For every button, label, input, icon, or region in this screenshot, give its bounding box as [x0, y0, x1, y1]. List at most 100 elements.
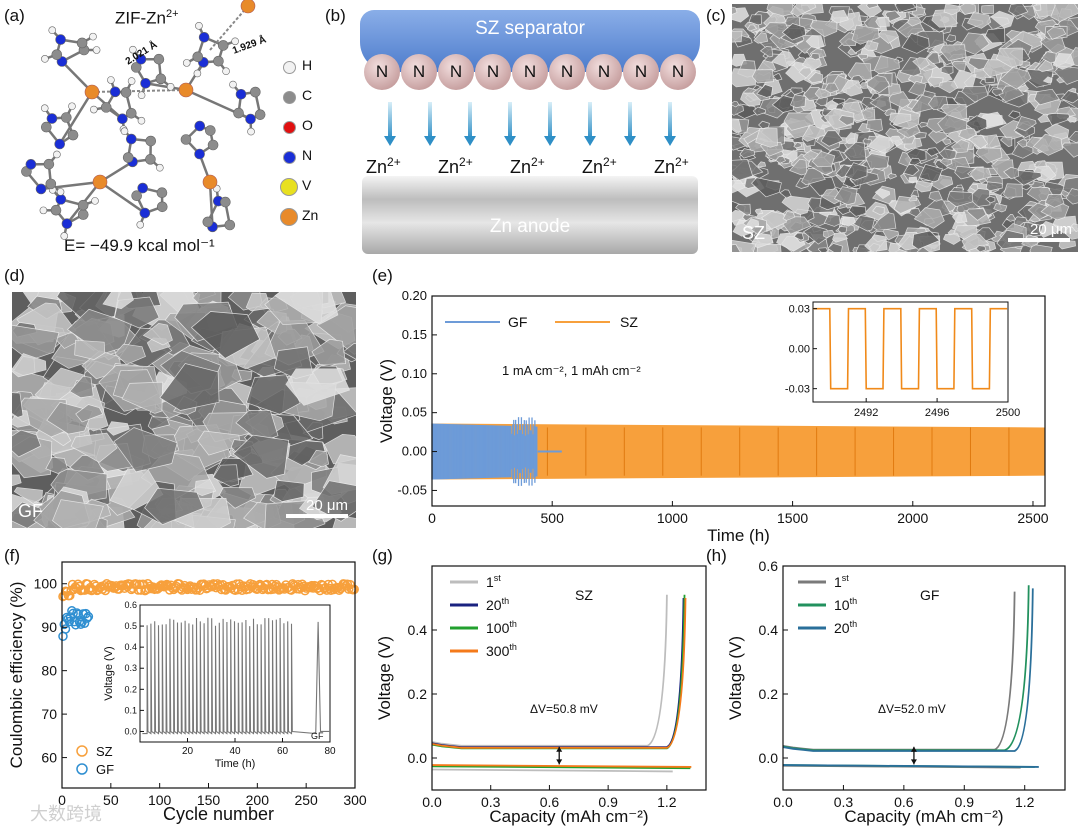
nitrogen-atom: N: [549, 54, 585, 90]
sem-flake: [1032, 4, 1042, 11]
legend-item-h: H: [280, 56, 340, 76]
flux-arrow-shaft: [548, 102, 552, 138]
atom-c: [180, 134, 192, 145]
inset-y-tick-label: 0.0: [124, 726, 137, 736]
anode-label: Zn anode: [489, 216, 571, 237]
flux-arrow-shaft: [588, 102, 592, 138]
sem-flake: [1008, 110, 1021, 120]
sem-flake: [864, 75, 891, 94]
sem-flake: [966, 12, 992, 29]
sem-flake: [114, 343, 146, 365]
atom-c: [155, 73, 167, 85]
atom-h: [229, 80, 237, 89]
sem-flake: [197, 430, 241, 456]
sem-flake: [961, 233, 990, 252]
panel-label-e: (e): [372, 266, 393, 285]
panel-label-h: (h): [706, 546, 727, 565]
bond: [99, 180, 146, 215]
charge-curve: [431, 597, 685, 748]
y-axis-label: Voltage (V): [375, 636, 394, 720]
sem-flake: [761, 211, 788, 230]
atom-h: [120, 127, 129, 136]
sem-flake: [757, 161, 767, 168]
atom-h: [127, 77, 136, 85]
inset-f-label: GF: [311, 731, 324, 741]
y-tick-label: 0.00: [402, 444, 427, 459]
sem-flake: [807, 71, 823, 84]
sem-flake: [888, 135, 904, 147]
sem-flake: [1034, 88, 1060, 106]
binding-energy: E= −49.9 kcal mol⁻¹: [64, 236, 215, 255]
legend-label-gf: GF: [508, 314, 527, 330]
sem-flake: [823, 229, 836, 239]
sem-flake: [751, 69, 774, 84]
sem-flake: [841, 80, 863, 97]
x-tick-label: 0.3: [834, 794, 854, 810]
atom-n: [245, 113, 256, 125]
sem-flake: [1050, 4, 1078, 22]
series-sz: [58, 579, 359, 602]
x-tick-label: 2000: [897, 510, 928, 526]
sem-flake: [946, 191, 974, 208]
sem-flake: [779, 189, 792, 199]
x-tick-label: 0: [58, 792, 66, 808]
sem-flake: [907, 16, 923, 27]
sem-flake: [801, 124, 826, 142]
atom-h: [41, 55, 49, 63]
sem-flake: [52, 499, 104, 528]
atom-c: [224, 219, 236, 231]
charge-curve: [431, 594, 668, 747]
atom-h: [137, 116, 146, 125]
panel-label-a: (a): [4, 6, 25, 25]
legend-swatch: [280, 208, 298, 226]
sem-flake: [311, 338, 346, 366]
y-tick-label: 0.05: [402, 405, 427, 420]
x-axis-label: Capacity (mAh cm⁻²): [489, 807, 648, 826]
y-tick-label: 0.0: [759, 750, 779, 766]
sem-flake: [941, 138, 952, 146]
sem-flake: [751, 232, 774, 249]
sem-flake: [745, 218, 760, 229]
atom-n: [235, 88, 247, 100]
sem-flake: [142, 323, 173, 346]
sem-flake: [245, 292, 271, 312]
x-tick-label: 0.3: [481, 794, 501, 810]
legend-label: 20th: [486, 596, 509, 613]
inset-x-tick-label: 2496: [925, 407, 949, 419]
sem-flake: [969, 166, 992, 181]
inset-x-tick-label: 60: [277, 746, 289, 757]
legend-label: H: [302, 57, 313, 73]
sem-flake: [874, 188, 891, 200]
y-axis-label: Voltage (V): [726, 636, 745, 720]
x-tick-label: 50: [103, 792, 119, 808]
legend-label-sup: th: [509, 642, 517, 652]
legend-label: 20th: [834, 619, 857, 636]
sem-flake: [857, 53, 868, 60]
sem-flake: [866, 118, 883, 132]
sem-flake: [782, 211, 796, 221]
sem-flake: [775, 155, 786, 164]
atom-c: [233, 107, 244, 119]
atom-c: [43, 158, 55, 170]
sem-flake: [1066, 115, 1077, 123]
x-tick-label: 300: [343, 792, 367, 808]
inset-y-tick-label: 0.03: [789, 304, 810, 316]
charge-curve: [431, 597, 687, 749]
legend-label: C: [302, 87, 313, 103]
sem-flake: [218, 487, 257, 509]
sem-flake: [937, 114, 968, 135]
sem-flake: [746, 24, 758, 32]
atom-zn: [178, 82, 194, 98]
series-gf: [58, 606, 94, 642]
sem-flake: [981, 4, 994, 14]
atom-h: [56, 188, 65, 196]
atom-c: [125, 107, 137, 119]
atom-zn: [84, 84, 100, 100]
inset-x-tick-label: 2492: [854, 407, 878, 419]
sem-flake: [801, 57, 822, 71]
discharge-curve: [782, 764, 1039, 768]
atom-c: [41, 121, 52, 133]
sem-flake: [864, 234, 888, 252]
y-axis-label: Voltage (V): [377, 359, 396, 443]
